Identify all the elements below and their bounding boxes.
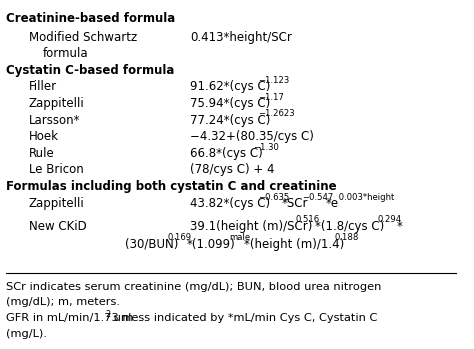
Text: 0.003*height: 0.003*height — [336, 193, 394, 201]
Text: Cystatin C-based formula: Cystatin C-based formula — [6, 64, 174, 77]
Text: −1.30: −1.30 — [253, 143, 279, 152]
Text: male: male — [229, 233, 250, 242]
Text: 43.82*(cys C): 43.82*(cys C) — [190, 196, 270, 210]
Text: *(1.099): *(1.099) — [187, 238, 236, 251]
Text: 91.62*(cys C): 91.62*(cys C) — [190, 80, 270, 93]
Text: 77.24*(cys C): 77.24*(cys C) — [190, 113, 270, 127]
Text: Creatinine-based formula: Creatinine-based formula — [6, 12, 175, 25]
Text: 66.8*(cys C): 66.8*(cys C) — [190, 147, 263, 160]
Text: −1.2623: −1.2623 — [258, 109, 295, 118]
Text: −4.32+(80.35/cys C): −4.32+(80.35/cys C) — [190, 130, 314, 143]
Text: unless indicated by *mL/min Cys C, Cystatin C: unless indicated by *mL/min Cys C, Cysta… — [110, 313, 377, 323]
Text: 75.94*(cys C): 75.94*(cys C) — [190, 97, 270, 110]
Text: 2: 2 — [105, 310, 110, 319]
Text: *SCr: *SCr — [282, 196, 308, 210]
Text: (78/cys C) + 4: (78/cys C) + 4 — [190, 163, 274, 177]
Text: −0.547: −0.547 — [302, 193, 334, 201]
Text: Filler: Filler — [29, 80, 57, 93]
Text: formula: formula — [43, 47, 88, 60]
Text: 0.413*height/SCr: 0.413*height/SCr — [190, 31, 292, 44]
Text: Zappitelli: Zappitelli — [29, 97, 85, 110]
Text: Formulas including both cystatin C and creatinine: Formulas including both cystatin C and c… — [6, 180, 337, 193]
Text: Larsson*: Larsson* — [29, 113, 81, 127]
Text: Hoek: Hoek — [29, 130, 59, 143]
Text: −0.635: −0.635 — [258, 193, 290, 201]
Text: 0.516: 0.516 — [295, 215, 319, 224]
Text: 0.169: 0.169 — [168, 233, 192, 242]
Text: *(1.8/cys C): *(1.8/cys C) — [315, 220, 384, 232]
Text: SCr indicates serum creatinine (mg/dL); BUN, blood urea nitrogen: SCr indicates serum creatinine (mg/dL); … — [6, 282, 382, 292]
Text: (mg/dL); m, meters.: (mg/dL); m, meters. — [6, 297, 120, 307]
Text: 0.294: 0.294 — [378, 215, 402, 224]
Text: New CKiD: New CKiD — [29, 220, 87, 232]
Text: (mg/L).: (mg/L). — [6, 328, 47, 339]
Text: Rule: Rule — [29, 147, 55, 160]
Text: 0.188: 0.188 — [334, 233, 358, 242]
Text: (30/BUN): (30/BUN) — [126, 238, 179, 251]
Text: −1.17: −1.17 — [258, 93, 284, 102]
Text: 39.1(height (m)/SCr): 39.1(height (m)/SCr) — [190, 220, 312, 232]
Text: Le Bricon: Le Bricon — [29, 163, 84, 177]
Text: *e: *e — [325, 196, 338, 210]
Text: Zappitelli: Zappitelli — [29, 196, 85, 210]
Text: GFR in mL/min/1.73 m: GFR in mL/min/1.73 m — [6, 313, 133, 323]
Text: −1.123: −1.123 — [258, 76, 290, 85]
Text: *: * — [397, 220, 403, 232]
Text: *(height (m)/1.4): *(height (m)/1.4) — [244, 238, 345, 251]
Text: Modified Schwartz: Modified Schwartz — [29, 31, 137, 44]
